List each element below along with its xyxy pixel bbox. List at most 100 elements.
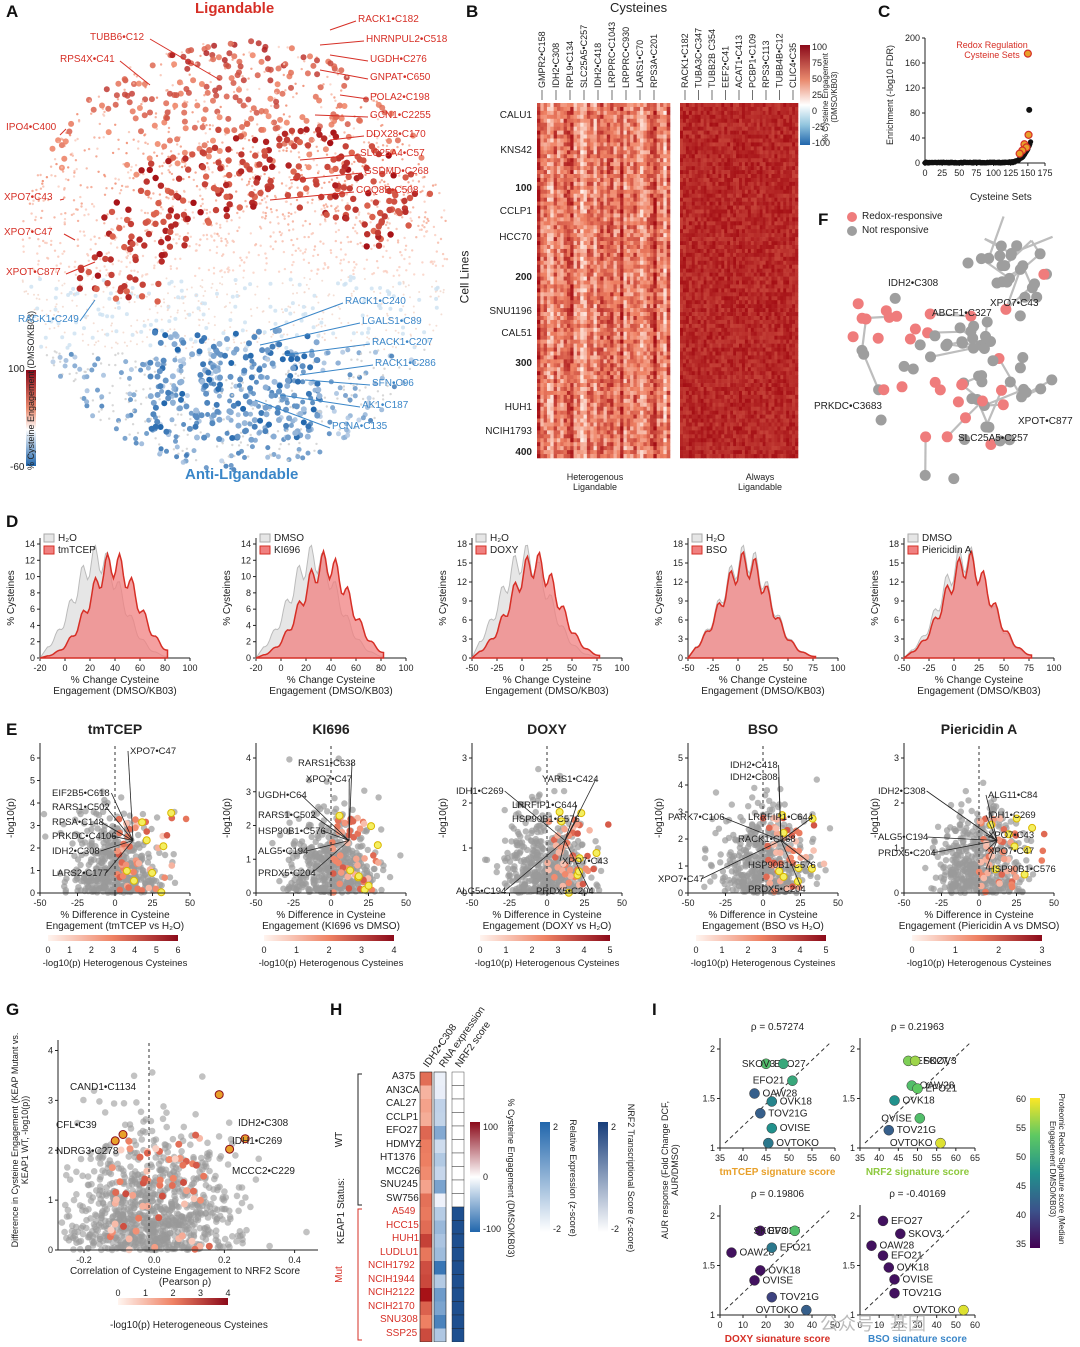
cysteine-dot [98, 136, 101, 139]
heatmap-cell [666, 118, 671, 124]
heatmap-cell [556, 217, 561, 222]
heatmap-cell [660, 201, 664, 206]
cysteine-dot [355, 216, 358, 220]
cysteine-dot [297, 282, 302, 287]
cysteine-dot [300, 54, 307, 61]
cysteine-dot [413, 273, 416, 276]
cysteine-dot [183, 453, 189, 459]
heatmap-cell [563, 201, 568, 206]
heatmap-cell [556, 166, 561, 171]
heatmap-cell [653, 150, 658, 155]
heatmap-cell [550, 292, 554, 297]
heatmap-cell [656, 110, 661, 116]
heatmap-cell [663, 146, 667, 151]
ligandable-dot [190, 199, 197, 206]
heatmap-cell [573, 268, 578, 273]
cysteine-dot [137, 147, 140, 150]
heatmap-cell [553, 245, 558, 250]
heatmap-cell [620, 260, 624, 266]
heatmap-cell [596, 122, 601, 127]
heatmap-cell [586, 146, 591, 151]
cysteine-dot [302, 84, 305, 88]
heatmap-cell [606, 138, 611, 143]
ligandable-dot [223, 206, 230, 213]
heatmap-cell [556, 300, 561, 305]
heatmap-cell [556, 209, 561, 214]
heatmap-cell [583, 225, 588, 230]
heatmap-cell [613, 130, 618, 135]
cysteine-dot [286, 46, 289, 49]
cysteine-dot [123, 341, 126, 344]
heatmap-cell [656, 319, 661, 325]
heatmap-cell [640, 185, 644, 191]
cysteine-dot [194, 249, 198, 252]
heatmap-cell [623, 304, 628, 309]
cysteine-dot [207, 338, 210, 341]
anti-ligandable-dot [313, 357, 320, 364]
anti-ligandable-dot [235, 422, 242, 429]
heatmap-cell [620, 158, 624, 163]
cysteine-dot [270, 335, 273, 338]
ligandable-dot [205, 219, 212, 226]
heatmap-cell [540, 193, 544, 198]
anti-ligandable-dot [229, 435, 236, 441]
heatmap-cell [550, 170, 554, 175]
cysteine-dot [130, 286, 135, 290]
cysteine-dot [304, 248, 307, 251]
heatmap-cell [646, 284, 651, 289]
heatmap-cell [576, 114, 581, 120]
heatmap-cell [556, 245, 561, 250]
heatmap-cell [656, 284, 661, 289]
heatmap-cell [613, 316, 618, 321]
heatmap-cell [620, 197, 624, 202]
heatmap-cell [616, 162, 621, 167]
cysteine-dot [191, 211, 194, 214]
heatmap-cell [656, 122, 661, 127]
heatmap-cell [646, 126, 651, 131]
heatmap-cell [570, 288, 574, 293]
heatmap-cell [610, 256, 614, 262]
cysteine-dot [270, 121, 273, 125]
heatmap-cell [543, 276, 548, 281]
cysteine-dot [172, 102, 179, 109]
cysteine-dot [274, 240, 277, 243]
cysteine-dot [108, 291, 113, 296]
heatmap-cell [643, 146, 648, 151]
heatmap-cell [666, 134, 671, 139]
anti-ligandable-dot [232, 330, 239, 337]
cysteine-dot [126, 344, 129, 347]
label-leader [149, 38, 221, 81]
heatmap-cell [663, 304, 667, 309]
cysteine-dot [105, 105, 112, 112]
cysteine-dot [174, 257, 177, 261]
heatmap-cell [616, 252, 621, 258]
heatmap-cell [620, 233, 624, 238]
heatmap-cell [623, 312, 628, 317]
cysteine-dot [199, 238, 202, 241]
heatmap-cell [596, 323, 601, 329]
cysteine-dot [317, 323, 320, 326]
cysteine-dot [391, 384, 397, 390]
heatmap-cell [550, 185, 554, 191]
heatmap-cell [643, 217, 648, 222]
cysteine-dot [32, 268, 35, 271]
heatmap-cell [620, 304, 624, 309]
heatmap-cell [656, 205, 661, 210]
cysteine-dot [351, 275, 356, 280]
heatmap-cell [553, 256, 558, 262]
anti-ligandable-dot [310, 406, 317, 413]
heatmap-cell [580, 245, 584, 250]
cysteine-dot [242, 269, 246, 272]
cysteine-dot [274, 81, 281, 88]
heatmap-cell [616, 296, 621, 301]
label-leader [329, 135, 365, 141]
heatmap-cell [560, 276, 564, 281]
cysteine-dot [321, 360, 327, 366]
heatmap-cell [626, 237, 631, 242]
anti-ligandable-dot [209, 420, 216, 427]
cysteine-dot [160, 172, 164, 175]
heatmap-cell [633, 158, 638, 163]
heatmap-cell [600, 264, 604, 269]
heatmap-cell [560, 288, 564, 293]
